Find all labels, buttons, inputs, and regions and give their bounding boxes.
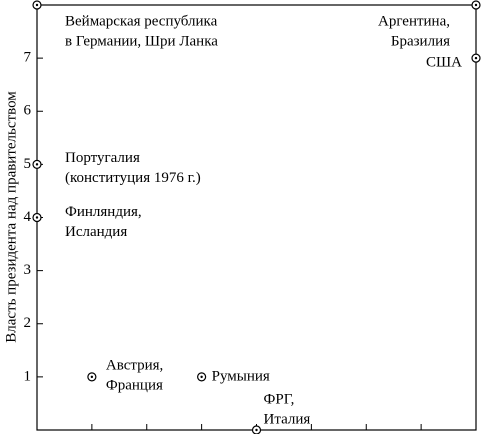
point (251, 425, 262, 434)
y-tick-label: 6 (24, 103, 32, 119)
y-axis-label: Власть президента над правительством (3, 91, 19, 343)
marker-dot (35, 216, 39, 219)
marker-dot (255, 428, 258, 432)
marker-dot (90, 375, 94, 379)
point-label: Финляндия, (65, 204, 142, 220)
point-label: Португалия (65, 150, 140, 166)
point-label: Исландия (65, 224, 127, 240)
point (471, 53, 481, 63)
point-label: Франция (106, 377, 163, 393)
point-label: Румыния (212, 368, 270, 384)
point (471, 0, 481, 10)
point-label: Австрия, (106, 357, 163, 373)
point-label: США (426, 55, 462, 71)
point (32, 159, 42, 169)
point-label: Аргентина, (378, 13, 450, 29)
marker-dot (474, 3, 478, 7)
marker-dot (474, 56, 478, 60)
y-tick-label: 5 (24, 156, 32, 172)
point (87, 372, 97, 382)
point-label: в Германии, Шри Ланка (65, 33, 218, 49)
point (32, 0, 42, 10)
marker-dot (35, 3, 39, 7)
point-label: (конституция 1976 г.) (65, 170, 201, 186)
marker-dot (200, 375, 203, 379)
point-label: Веймарская республика (65, 13, 218, 29)
y-tick-label: 2 (24, 315, 32, 331)
y-tick-label: 1 (24, 368, 32, 384)
y-tick-label: 3 (24, 262, 32, 278)
marker-dot (35, 163, 39, 166)
point-label: Бразилия (391, 33, 450, 49)
point-label: ФРГ, (264, 391, 295, 407)
point (32, 212, 42, 223)
point (197, 372, 207, 382)
y-tick-label: 4 (24, 209, 32, 225)
y-tick-label: 7 (24, 50, 32, 66)
point-label: Италия (264, 411, 311, 427)
